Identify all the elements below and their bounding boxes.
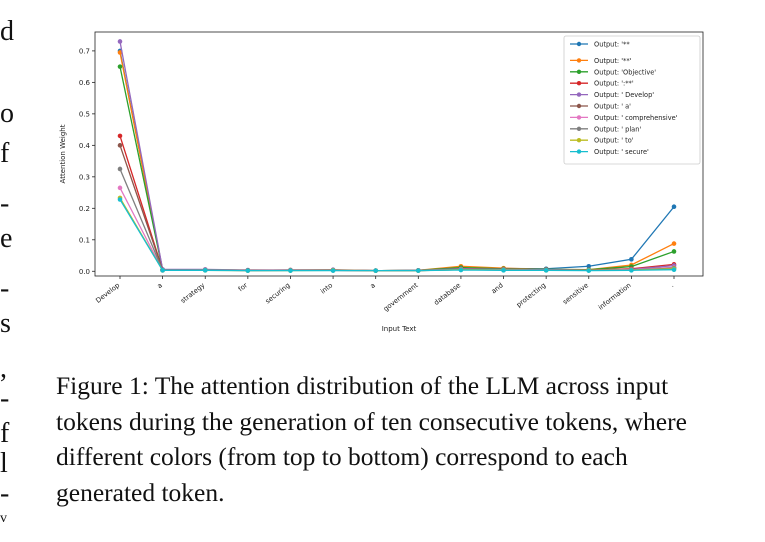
margin-fragment: f (0, 138, 10, 169)
y-tick-label: 0.4 (79, 142, 91, 150)
data-point (245, 268, 251, 273)
legend-marker (576, 138, 582, 143)
y-tick-label: 0.7 (79, 47, 90, 55)
data-point (202, 268, 208, 273)
legend-entry: Output: 'Objective' (594, 68, 656, 76)
margin-fragment: e (0, 223, 13, 254)
margin-fragment: f (0, 418, 10, 449)
legend-marker (576, 115, 582, 120)
x-tick-label: for (237, 281, 249, 293)
attention-line-chart: 0.0 0.1 0.2 0.3 0.4 0.5 0.6 0.7 Develop a strategy… (59, 31, 704, 333)
x-tick-label: into (319, 281, 334, 295)
data-point (416, 268, 421, 273)
x-axis-label: Input Text (382, 325, 417, 333)
legend-entry: Output: ' secure' (594, 148, 649, 156)
series-line (119, 199, 675, 272)
y-tick-label: 0.1 (79, 236, 90, 244)
legend-marker (576, 81, 582, 86)
y-tick-label: 0.0 (79, 268, 90, 276)
x-tick-label: sensitive (561, 281, 590, 306)
data-point (629, 268, 634, 273)
data-point (671, 267, 677, 273)
y-tick-label: 0.2 (79, 205, 90, 213)
margin-fragment: - (0, 478, 10, 509)
legend-marker (576, 126, 582, 131)
legend-entry: Output: ' plan' (594, 125, 641, 133)
margin-fragment: v (0, 511, 7, 526)
data-point (586, 263, 592, 269)
series-line (119, 168, 675, 272)
data-point (629, 257, 634, 262)
legend-marker (576, 41, 582, 47)
legend-entry: Output: ':**' (594, 80, 634, 88)
data-point (671, 204, 677, 210)
data-point (288, 268, 293, 273)
y-axis-label: Attention Weight (59, 124, 67, 183)
x-tick-label: a (156, 281, 164, 290)
margin-fragment: s (0, 308, 11, 339)
legend-marker (576, 92, 582, 97)
legend-entry: Output: ' Develop' (594, 91, 654, 99)
data-point (117, 166, 123, 172)
data-point (543, 268, 549, 273)
data-point (160, 268, 165, 273)
legend-entry: Output: ' comprehensive' (594, 114, 678, 122)
data-point (117, 50, 123, 55)
x-tick-label: database (432, 281, 462, 307)
data-point (671, 249, 677, 254)
figure: 0.0 0.1 0.2 0.3 0.4 0.5 0.6 0.7 Develop a strategy… (40, 0, 765, 365)
legend-entry: Output: '**' (594, 57, 632, 65)
y-tick-label: 0.6 (79, 79, 91, 87)
legend-marker (576, 103, 582, 109)
legend-box (563, 35, 701, 165)
x-tick-label: a (369, 281, 377, 290)
data-point (373, 268, 378, 273)
x-tick-label: . (669, 281, 676, 289)
data-point (117, 185, 123, 191)
data-point (671, 241, 677, 246)
margin-fragment: - (0, 188, 10, 219)
x-tick-label: protecting (515, 281, 547, 309)
margin-fragment: , (0, 353, 7, 384)
y-tick-label: 0.3 (79, 173, 90, 181)
data-point (501, 268, 506, 273)
y-tick-label: 0.5 (79, 110, 90, 118)
margin-fragment: o (0, 98, 14, 129)
margin-fragment: - (0, 273, 10, 304)
x-tick-label: securing (264, 281, 292, 305)
caption-text: The attention distribution of the LLM ac… (56, 371, 687, 507)
margin-fragment: d (0, 16, 14, 47)
margin-fragment: l (0, 448, 8, 479)
data-point (330, 268, 336, 273)
x-tick-label: Develop (94, 281, 121, 305)
margin-fragment: - (0, 383, 10, 414)
series-line (119, 197, 675, 272)
plot-frame (94, 31, 704, 277)
x-tick-label: government (382, 281, 420, 313)
legend-entry: Output: ' to' (594, 137, 634, 145)
x-tick-label: strategy (179, 281, 206, 305)
legend-entry: Output: ' a' (594, 103, 631, 111)
x-tick-label: information (597, 281, 633, 311)
legend-marker (576, 69, 582, 75)
legend-marker (576, 149, 582, 154)
data-point (117, 39, 123, 44)
figure-caption: Figure 1: The attention distribution of … (56, 368, 716, 510)
x-tick-label: and (490, 281, 505, 295)
legend-entry: Output: '** (594, 41, 630, 49)
data-point (117, 143, 123, 148)
data-point (117, 197, 123, 202)
data-point (586, 268, 592, 273)
data-point (117, 64, 123, 69)
caption-label: Figure 1: (56, 371, 149, 400)
series-line (119, 187, 675, 272)
legend-marker (576, 58, 582, 63)
data-point (117, 133, 123, 139)
data-point (458, 267, 464, 273)
